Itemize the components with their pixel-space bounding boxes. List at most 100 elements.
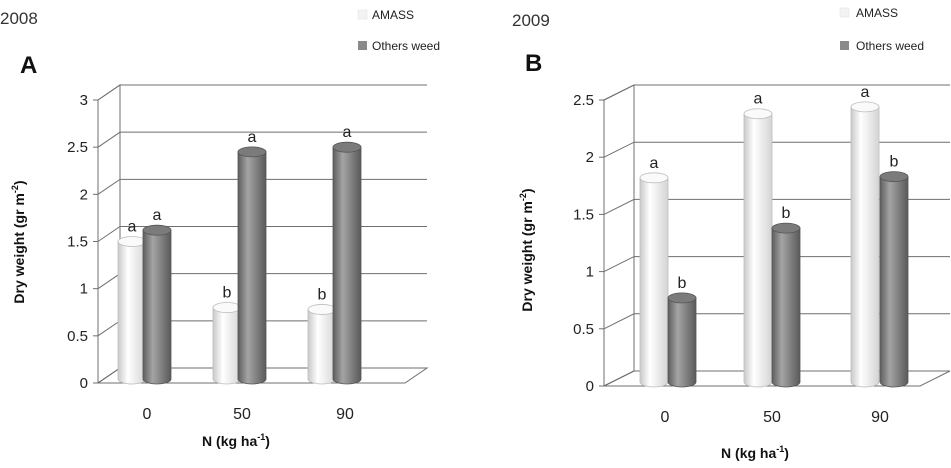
significance-letter: a <box>650 155 659 172</box>
y-tick-label: 3 <box>80 92 88 109</box>
x-tick-label: 90 <box>871 409 889 426</box>
gridline <box>97 226 427 242</box>
bar-body <box>117 241 147 385</box>
legend-swatch-others <box>840 41 849 50</box>
bar-top <box>743 108 773 120</box>
significance-letter: a <box>128 219 137 236</box>
y-ticks-a: 0 0.5 1 1.5 2 2.5 3 <box>67 92 98 392</box>
year-label-b: 2009 <box>512 11 550 30</box>
y-axis-title-a: Dry weight (gr m-2) <box>10 180 27 303</box>
significance-letter: b <box>782 205 791 222</box>
bar-amass-50 <box>743 108 773 388</box>
bar-top <box>142 224 172 236</box>
bar-top <box>879 171 909 183</box>
bar-top <box>307 304 337 315</box>
y-ticks-b: 0 0.5 1 1.5 2 2.5 <box>573 92 604 395</box>
bar-others-0 <box>142 224 172 385</box>
legend-label-amass: AMASS <box>856 6 898 20</box>
bar-amass-90 <box>850 101 880 388</box>
significance-letter: a <box>861 84 870 101</box>
bar-body <box>639 177 669 388</box>
x-tick-label: 90 <box>336 406 354 423</box>
bar-others-50 <box>237 146 267 385</box>
y-tick-label: 2.5 <box>573 92 594 109</box>
gridline <box>97 178 427 195</box>
significance-letter: a <box>343 124 352 141</box>
significance-letter: b <box>890 154 899 171</box>
x-tick-label: 0 <box>661 409 670 426</box>
bar-body <box>667 297 697 388</box>
bars-a <box>117 141 362 385</box>
bar-body <box>307 309 337 385</box>
bar-top <box>212 302 242 313</box>
bar-body <box>771 227 801 388</box>
y-tick-label: 0 <box>80 375 88 392</box>
bar-top <box>237 146 267 158</box>
bar-others-90 <box>332 141 362 385</box>
gridline <box>603 84 950 101</box>
side-wall <box>603 84 635 387</box>
chart-panel-b: 2009 B AMASS Others weed 0 0.5 1 1.5 2 2.5 a b… <box>512 6 951 461</box>
legend-label-others: Others weed <box>856 39 924 53</box>
x-tick-label: 50 <box>233 406 251 423</box>
significance-letter: a <box>754 91 763 108</box>
significance-letter: b <box>223 285 232 302</box>
y-tick-label: 1 <box>80 281 88 298</box>
bar-body <box>142 229 172 385</box>
bar-others-0 <box>667 292 697 388</box>
bar-others-50 <box>771 222 801 388</box>
panel-letter-a: A <box>20 52 37 79</box>
bar-body <box>237 151 267 385</box>
x-ticks-a: 0 50 90 <box>143 406 354 423</box>
gridline <box>603 141 950 158</box>
bar-amass-90 <box>307 304 337 385</box>
y-tick-label: 1 <box>586 264 594 281</box>
y-tick-label: 2 <box>586 149 594 166</box>
bar-top <box>667 292 697 304</box>
gridline <box>603 313 950 330</box>
bar-top <box>850 101 880 113</box>
year-label-a: 2008 <box>0 9 38 28</box>
y-tick-label: 0 <box>586 378 594 395</box>
bar-top <box>117 236 147 247</box>
bar-body <box>879 176 909 388</box>
x-tick-label: 50 <box>763 409 781 426</box>
significance-letter: a <box>248 129 257 146</box>
x-tick-label: 0 <box>143 406 152 423</box>
legend-b: AMASS Others weed <box>839 6 924 53</box>
significance-letter: b <box>318 286 327 303</box>
floor <box>603 370 951 387</box>
floor <box>96 367 429 384</box>
gridline <box>97 131 427 148</box>
bar-top <box>639 172 669 184</box>
y-axis-title-b: Dry weight (gr m-2) <box>518 188 535 311</box>
legend-a: AMASS Others weed <box>357 8 440 53</box>
x-axis-title-a: N (kg ha-1) <box>202 432 270 449</box>
y-tick-label: 2.5 <box>67 139 88 156</box>
y-tick-label: 0.5 <box>573 321 594 338</box>
significance-letters-b: a b a b a b <box>650 84 899 292</box>
bars-b <box>639 101 909 388</box>
bar-amass-0 <box>639 172 669 388</box>
bar-others-90 <box>879 171 909 388</box>
significance-letter: a <box>153 207 162 224</box>
panel-letter-b: B <box>525 50 542 77</box>
gridline <box>97 84 427 101</box>
bar-body <box>212 307 242 385</box>
bar-top <box>771 222 801 234</box>
x-axis-title-b: N (kg ha-1) <box>721 444 789 461</box>
bar-amass-50 <box>212 302 242 385</box>
plot-area-b <box>603 84 951 387</box>
legend-swatch-others <box>358 41 367 50</box>
significance-letter: b <box>678 275 687 292</box>
y-tick-label: 1.5 <box>67 234 88 251</box>
gridline <box>603 198 950 215</box>
chart-panel-a: 2008 A AMASS Others weed 0 0.5 1 1.5 2 2.5 3 a… <box>0 8 440 449</box>
legend-label-amass: AMASS <box>372 8 414 22</box>
bar-amass-0 <box>117 236 147 385</box>
bar-body <box>332 146 362 385</box>
legend-label-others: Others weed <box>372 39 440 53</box>
legend-swatch-amass <box>357 9 368 20</box>
